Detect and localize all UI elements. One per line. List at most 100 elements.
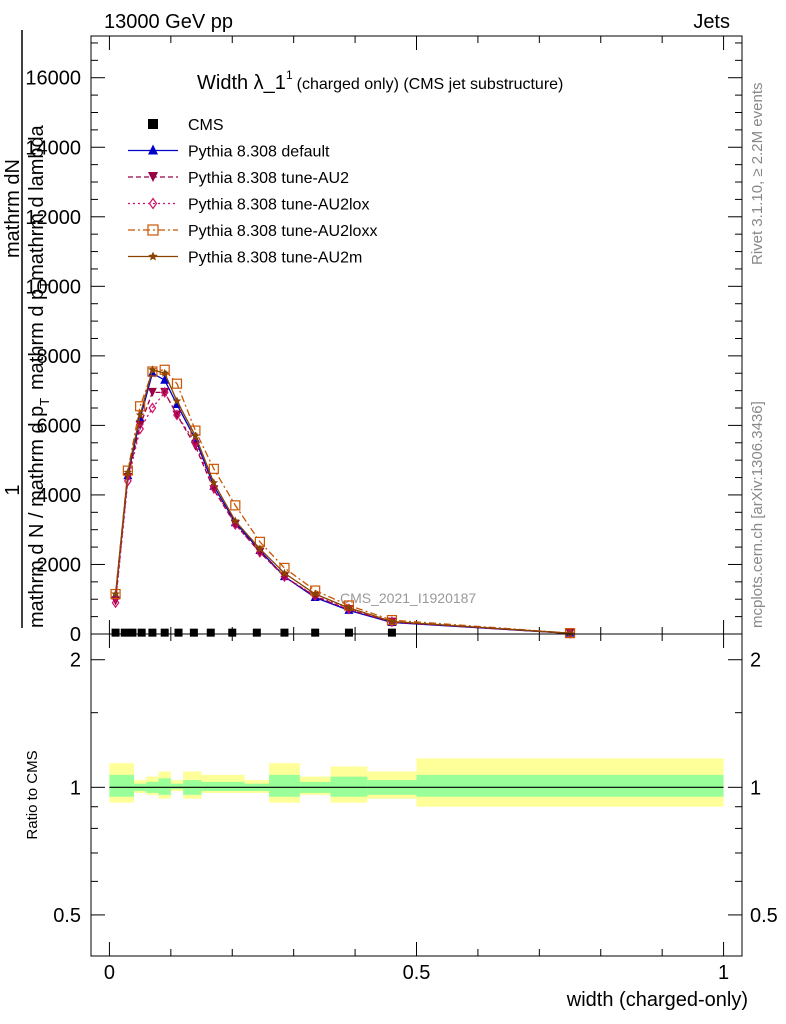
legend-entry-label: Pythia 8.308 tune-AU2loxx	[188, 223, 377, 240]
au2-marker	[147, 387, 157, 397]
ylabel-den-sub: T	[37, 281, 52, 289]
main-y-axis-label: 1 mathrm d N / mathrm d pT mathrm dN mat…	[2, 30, 52, 628]
analysis-watermark: CMS_2021_I1920187	[340, 590, 476, 606]
au2loxx-marker	[230, 500, 241, 511]
series-line	[114, 391, 571, 634]
header-right: Jets	[693, 11, 730, 33]
ratio-green-band	[158, 778, 171, 795]
cms-marker	[148, 119, 158, 129]
ylabel-prefix-den-main: mathrm d N / mathrm d p	[26, 406, 48, 628]
rivet-label: Rivet 3.1.10, ≥ 2.2M events	[749, 83, 766, 266]
main-y-tick-label: 4000	[37, 485, 82, 507]
ratio-y-tick-label-right: 2	[750, 650, 761, 672]
ratio-green-band	[201, 781, 245, 792]
ratio-green-band	[416, 774, 724, 797]
ylabel-num-1: mathrm d	[2, 174, 24, 258]
series-layer	[110, 364, 576, 639]
cms-marker	[137, 628, 146, 637]
cms-data-layer	[111, 628, 396, 637]
ylabel-den-1: mathrm d p	[26, 289, 48, 390]
x-tick-label: 0	[104, 962, 115, 984]
au2m-marker	[111, 589, 120, 598]
legend-entry-label: Pythia 8.308 tune-AU2lox	[188, 197, 369, 214]
main-y-tick-label: 16000	[25, 68, 81, 90]
main-title-sup: 1	[286, 68, 293, 82]
main-y-tick-label: 6000	[37, 415, 82, 437]
cms-marker	[120, 628, 129, 637]
ylabel-num-2: N	[2, 159, 24, 173]
au2m-marker	[135, 410, 145, 419]
ratio-y-tick-label: 0.5	[53, 905, 81, 927]
ratio-y-tick-label-right: 0.5	[750, 905, 778, 927]
au2m-marker	[172, 396, 182, 405]
cms-marker	[111, 628, 120, 637]
ratio-y-ticks: 0.5 0.5 1 1 2 2	[53, 650, 778, 927]
au2m-marker	[148, 365, 157, 374]
au2m-marker	[123, 467, 133, 476]
au2m-marker	[280, 568, 289, 577]
ratio-y-tick-label: 1	[70, 777, 81, 799]
cms-marker	[160, 628, 169, 637]
header-left: 13000 GeV pp	[104, 11, 233, 33]
au2loxx-marker	[208, 463, 219, 474]
au2m-marker	[310, 589, 320, 598]
main-y-ticks: 0 2000 4000 6000 8000 10000 12000 14000 16000	[25, 42, 742, 646]
au2m-marker	[344, 603, 354, 612]
au2lox-marker	[173, 409, 181, 421]
main-y-tick-label: 10000	[25, 276, 81, 298]
legend: CMS Pythia 8.308 default Pythia 8.308 tune…	[128, 117, 377, 267]
main-title-main: Width λ_1	[197, 72, 286, 94]
ratio-green-band	[170, 783, 184, 790]
cms-marker	[344, 628, 353, 637]
series-line	[114, 369, 571, 634]
ratio-x-ticks: 0 0.5 1	[104, 634, 729, 984]
ylabel-den: mathrm d pTmathrm d lambda	[26, 124, 52, 390]
au2m-marker	[231, 516, 240, 525]
au2loxx-marker	[147, 224, 159, 236]
au2m-marker	[191, 431, 200, 440]
au2m-marker	[160, 368, 169, 377]
ratio-bands	[109, 758, 724, 807]
ylabel-den-2: mathrm d lambda	[26, 124, 48, 280]
au2m-marker	[148, 251, 158, 261]
legend-entry-label: Pythia 8.308 tune-AU2	[188, 170, 349, 187]
legend-entry-label: Pythia 8.308 default	[188, 144, 330, 161]
x-tick-label: 1	[718, 962, 729, 984]
default-marker	[160, 374, 170, 384]
au2lox-marker	[148, 197, 158, 210]
main-y-tick-label: 12000	[25, 207, 81, 229]
au2-marker	[148, 172, 158, 182]
cms-marker	[252, 628, 261, 637]
au2m-marker	[387, 616, 397, 626]
x-axis-label: width (charged-only)	[566, 989, 748, 1011]
au2loxx-marker	[171, 378, 183, 389]
main-y-tick-label: 8000	[37, 346, 82, 368]
ratio-y-tick-label: 2	[70, 650, 81, 672]
au2lox-marker	[148, 402, 157, 414]
cms-marker	[128, 628, 137, 637]
au2m-marker	[255, 544, 265, 553]
cms-marker	[206, 628, 215, 637]
ylabel-prefix-den-sub: T	[37, 398, 52, 406]
ratio-y-tick-label-right: 1	[750, 777, 761, 799]
ratio-green-band	[109, 774, 134, 797]
ylabel-prefix-den: mathrm d N / mathrm d pT	[26, 398, 52, 628]
x-tick-label: 0.5	[403, 962, 431, 984]
au2m-marker	[209, 478, 219, 487]
cms-marker	[148, 628, 157, 637]
mcplots-label: mcplots.cern.ch [arXiv:1306.3436]	[749, 401, 766, 628]
ylabel-num: mathrm dN	[2, 159, 24, 258]
ylabel-prefix: 1	[2, 484, 24, 495]
main-y-tick-label: 0	[70, 624, 81, 646]
cms-marker	[280, 628, 289, 637]
main-y-tick-label: 14000	[25, 137, 81, 159]
au2lox-marker	[160, 386, 169, 398]
default-marker	[148, 144, 158, 155]
cms-marker	[228, 628, 237, 637]
cms-marker	[387, 628, 396, 637]
au2lox-marker	[123, 475, 132, 487]
au2m-marker	[565, 628, 575, 637]
ratio-green-band	[269, 774, 300, 797]
